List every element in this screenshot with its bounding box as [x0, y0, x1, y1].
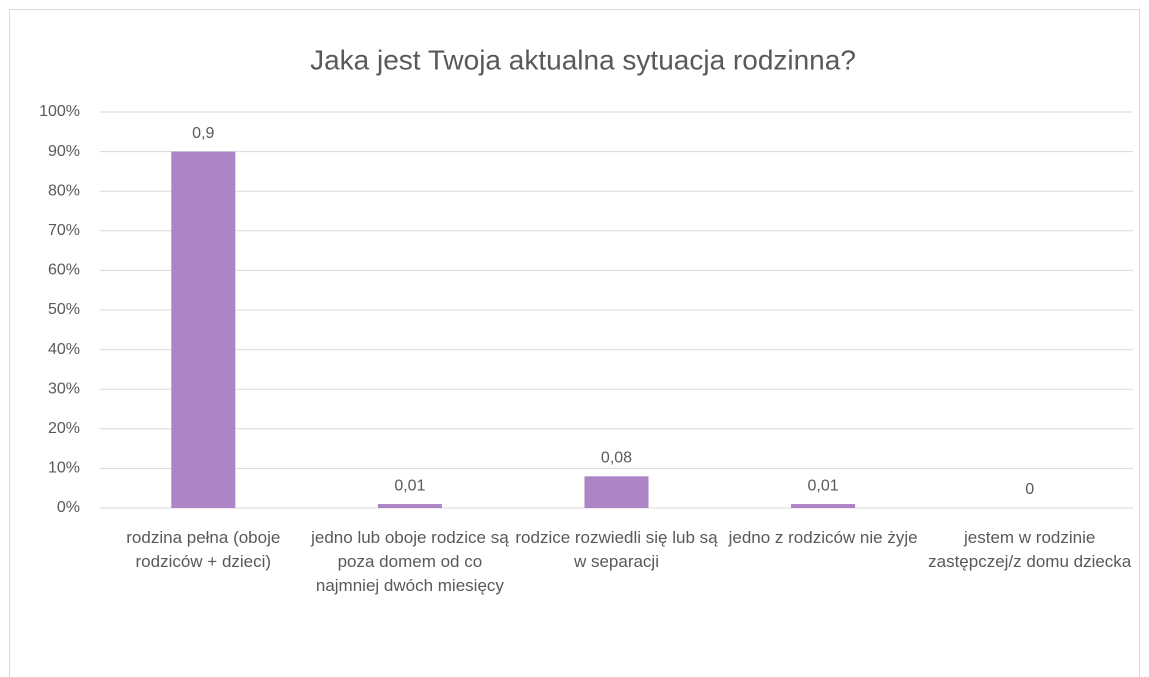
y-tick-label: 10%	[48, 460, 80, 477]
x-tick-label: jedno z rodziców nie żyje	[728, 528, 918, 547]
x-tick-label: jestem w rodzinie zastępczej/z domu dzie…	[928, 528, 1132, 571]
y-tick-label: 50%	[48, 301, 80, 318]
data-label: 0,9	[192, 125, 214, 142]
data-label: 0,01	[394, 477, 425, 494]
data-label: 0,08	[601, 450, 632, 467]
data-label: 0,01	[808, 477, 839, 494]
y-tick-label: 100%	[39, 103, 80, 120]
bar	[584, 476, 649, 508]
bar	[791, 504, 856, 508]
y-tick-label: 70%	[48, 222, 80, 239]
chart-border	[9, 9, 1140, 677]
x-tick-label: rodzina pełna (oboje rodziców + dzieci)	[126, 528, 281, 571]
y-tick-label: 20%	[48, 420, 80, 437]
data-label: 0	[1025, 481, 1034, 498]
y-tick-label: 40%	[48, 341, 80, 358]
y-tick-label: 80%	[48, 182, 80, 199]
y-tick-label: 90%	[48, 143, 80, 160]
x-tick-label: rodzice rozwiedli się lub są w separacji	[515, 528, 718, 571]
chart-title: Jaka jest Twoja aktualna sytuacja rodzin…	[310, 44, 856, 75]
y-tick-label: 0%	[57, 499, 80, 516]
y-tick-label: 30%	[48, 380, 80, 397]
x-tick-label: jedno lub oboje rodzice są poza domem od…	[311, 528, 509, 595]
y-tick-label: 60%	[48, 262, 80, 279]
bar	[171, 151, 236, 508]
bar	[377, 504, 442, 508]
